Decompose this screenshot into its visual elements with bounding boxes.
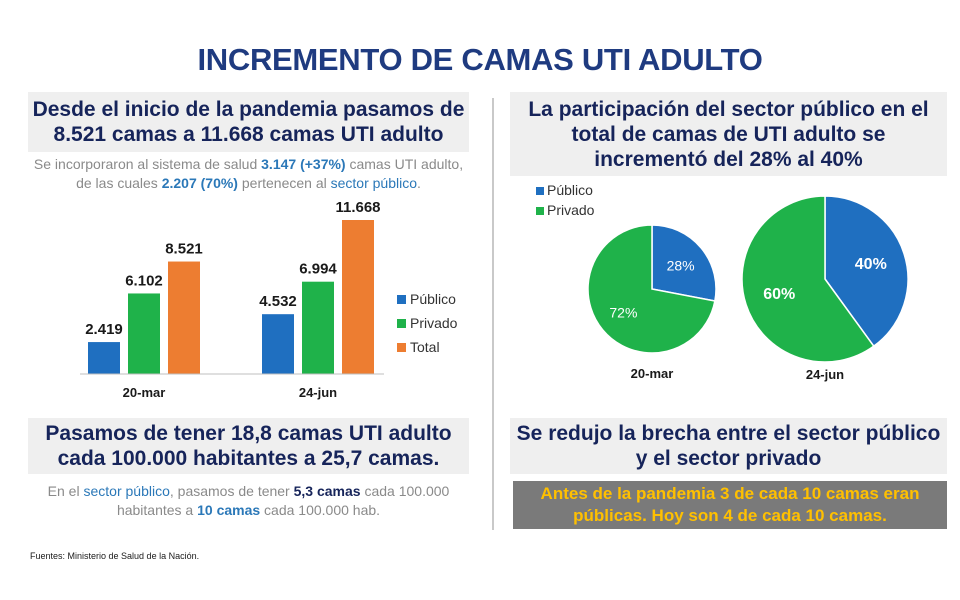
sub2-d: 5,3 camas [293,483,361,499]
bar-total-24-jun [342,220,374,374]
sub1-a: Se incorporaron al sistema de salud [33,156,262,172]
gap-heading-line1: Se redujo la brecha entre el sector públ… [516,422,941,445]
bar-section-subtext: Se incorporaron al sistema de salud 3.14… [28,155,469,193]
bar-público-24-jun [262,314,294,374]
pie-heading-line2: total de camas de UTI adulto se [571,122,886,146]
pie-legend-swatch-publico [536,187,544,195]
pie-legend-swatch-privado [536,207,544,215]
bar-value-label: 2.419 [85,321,123,338]
bar-heading-line2: 8.521 camas a 11.668 camas UTI adulto [53,123,444,146]
pie-slice-label: 40% [855,256,887,273]
sub2-b: sector público [83,483,170,499]
legend-label-público: Público [410,291,456,307]
pie-date-label: 24-jun [806,367,844,382]
sub2-e: cada 100.000 habitantes a [116,483,450,518]
pie-slice-publico-24-jun [824,195,909,348]
legend-swatch-privado [397,319,406,328]
bar-total-20-mar [168,261,200,374]
bar-category-label: 20-mar [123,385,166,400]
bar-heading-line1: Desde el inicio de la pandemia pasamos d… [32,98,465,121]
sub1-d: 2.207 (70%) [161,175,238,191]
sub1-b: 3.147 (+37%) [261,156,346,172]
gap-section-heading: Se redujo la brecha entre el sector públ… [510,418,947,474]
pie-legend-label: Público [547,182,593,198]
pie-slice-publico-20-mar [651,224,717,302]
sub2-c: , pasamos de tener [169,483,294,499]
pie-slice-label: 28% [667,257,695,273]
bar-category-label: 24-jun [299,385,337,400]
bar-value-label: 6.994 [299,261,337,278]
pie-heading-line3: incrementó del 28% al 40% [594,147,863,171]
pie-section-heading: La participación del sector público en e… [510,92,947,176]
sub2-a: En el [47,483,84,499]
legend-label-privado: Privado [410,315,458,331]
sub2-g: cada 100.000 hab. [260,502,381,518]
sub1-e: pertenecen al [237,175,331,191]
highlight-box: Antes de la pandemia 3 de cada 10 camas … [513,481,947,529]
pie-charts: Público Privado 28% 72% 20-mar 40% 60% 24-jun [536,182,909,382]
gap-heading-line2: y el sector privado [635,447,822,470]
pie-heading-line1: La participación del sector público en e… [528,97,929,121]
bar-value-label: 11.668 [335,199,380,216]
bar-privado-24-jun [302,281,334,374]
bar-value-label: 8.521 [165,241,203,258]
pie-slice-label: 72% [609,305,637,321]
bar-value-label: 4.532 [259,293,297,310]
rate-heading-line1: Pasamos de tener 18,8 camas UTI adulto [45,422,452,445]
rate-section-heading: Pasamos de tener 18,8 camas UTI adulto c… [28,418,469,474]
legend-swatch-público [397,295,406,304]
page-title: INCREMENTO DE CAMAS UTI ADULTO [197,42,763,77]
pie-slice-privado-20-mar [587,224,716,354]
bar-público-20-mar [88,342,120,374]
pie-slice-privado-24-jun [741,195,875,363]
highlight-line1: Antes de la pandemia 3 de cada 10 camas … [540,484,920,503]
legend-swatch-total [397,343,406,352]
legend-label-total: Total [410,339,440,355]
source-footnote: Fuentes: Ministerio de Salud de la Nació… [30,551,200,561]
sub1-c: camas UTI adulto, de las cuales [76,156,464,191]
bar-privado-20-mar [128,293,160,374]
bar-value-label: 6.102 [125,272,163,289]
rate-section-subtext: En el sector público, pasamos de tener 5… [28,482,469,520]
highlight-line2: públicas. Hoy son 4 de cada 10 camas. [573,506,887,525]
bar-section-heading: Desde el inicio de la pandemia pasamos d… [28,92,469,152]
sub2-f: 10 camas [197,502,261,518]
sub1-f: sector público [330,175,417,191]
pie-date-label: 20-mar [631,366,674,381]
sub1-g: . [417,175,421,191]
rate-heading-line2: cada 100.000 habitantes a 25,7 camas. [57,447,440,470]
pie-legend-label: Privado [547,202,595,218]
vertical-divider [492,98,494,530]
pie-slice-label: 60% [763,286,795,303]
